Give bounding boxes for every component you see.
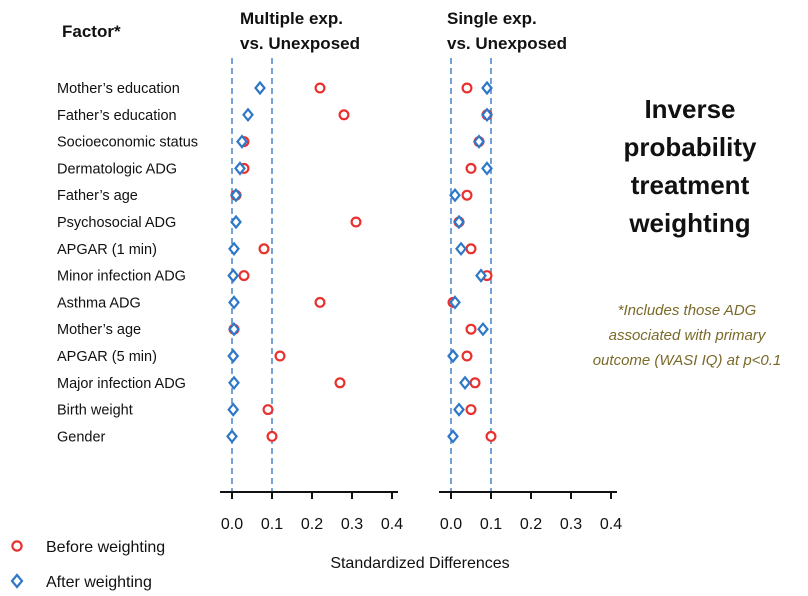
factor-label: Gender	[57, 429, 106, 445]
before-weighting-point	[334, 377, 346, 389]
before-weighting-point	[461, 82, 473, 94]
before-weighting-point	[314, 82, 326, 94]
after-weighting-point	[230, 187, 242, 203]
before-weighting-point	[465, 162, 477, 174]
factor-label: APGAR (1 min)	[57, 242, 157, 258]
after-weighting-point	[449, 187, 461, 203]
after-weighting-point	[227, 268, 240, 283]
after-weighting-point	[453, 402, 465, 417]
before-weighting-point	[314, 296, 326, 308]
factor-label: Mother’s age	[57, 322, 141, 338]
side-title-line3: treatment	[631, 170, 750, 200]
before-weighting-point	[274, 350, 286, 362]
footnote-line1: *Includes those ADG	[618, 302, 757, 319]
x-axis-label: Standardized Differences	[330, 555, 509, 572]
after-weighting-point	[475, 268, 487, 283]
x-tick-label: 0.0	[221, 516, 243, 533]
after-weighting-point	[228, 321, 240, 337]
panel2-title-line1: Single exp.	[447, 9, 537, 28]
side-title-line1: Inverse	[644, 94, 735, 124]
after-weighting-point	[226, 429, 238, 444]
x-tick-label: 0.4	[381, 516, 403, 533]
after-weighting-point	[242, 107, 254, 123]
after-weighting-point	[227, 348, 240, 364]
legend-after-marker	[10, 573, 24, 589]
panel-1: 0.0 0.1 0.2 0.3 0.4	[220, 58, 403, 533]
after-weighting-point	[230, 214, 242, 230]
factor-label: Mother’s education	[57, 81, 180, 97]
x-tick-label: 0.4	[600, 516, 622, 533]
factor-label: Minor infection ADG	[57, 269, 186, 285]
legend-before-label: Before weighting	[46, 539, 165, 556]
after-weighting-point	[254, 80, 266, 96]
plot-panels: 0.0 0.1 0.2 0.3 0.4 0.0 0.1 0.2 0.3 0.4	[220, 58, 622, 533]
after-weighting-point	[228, 295, 240, 310]
before-weighting-point	[258, 243, 270, 255]
legend: Before weighting After weighting	[10, 539, 165, 591]
x-tick-label: 0.2	[301, 516, 323, 533]
after-weighting-point	[228, 241, 240, 257]
panel2-title-line2: vs. Unexposed	[447, 34, 567, 53]
after-weighting-point	[477, 321, 489, 337]
factor-label: Socioeconomic status	[57, 135, 198, 151]
after-weighting-point	[234, 161, 246, 176]
legend-before-marker	[11, 540, 23, 552]
factor-label: Dermatologic ADG	[57, 161, 177, 177]
factor-label: Father’s age	[57, 188, 138, 204]
before-weighting-point	[465, 243, 477, 255]
x-tick-label: 0.3	[560, 516, 582, 533]
footnote-line3: outcome (WASI IQ) at p<0.1	[593, 352, 782, 369]
before-weighting-point	[485, 430, 497, 442]
before-weighting-point	[461, 350, 473, 362]
panel-2: 0.0 0.1 0.2 0.3 0.4	[439, 58, 622, 533]
factor-label: Birth weight	[57, 403, 133, 419]
factor-label: APGAR (5 min)	[57, 349, 157, 365]
before-weighting-point	[350, 216, 362, 228]
before-weighting-point	[262, 404, 274, 416]
after-weighting-point	[228, 375, 240, 391]
after-weighting-point	[481, 107, 493, 123]
side-title-line2: probability	[624, 132, 757, 162]
panel1-title-line2: vs. Unexposed	[240, 34, 360, 53]
legend-after-label: After weighting	[46, 574, 152, 591]
after-weighting-point	[447, 429, 459, 444]
after-weighting-point	[459, 375, 471, 391]
before-weighting-point	[461, 189, 473, 201]
factor-label: Psychosocial ADG	[57, 215, 176, 231]
after-weighting-point	[449, 295, 461, 310]
before-weighting-point	[469, 377, 481, 389]
x-tick-label: 0.1	[480, 516, 502, 533]
after-weighting-point	[481, 80, 493, 96]
x-tick-label: 0.1	[261, 516, 283, 533]
after-weighting-point	[481, 161, 493, 176]
x-tick-label: 0.0	[440, 516, 462, 533]
before-weighting-point	[338, 109, 350, 121]
after-weighting-point	[447, 348, 459, 364]
after-weighting-point	[473, 134, 485, 149]
after-weighting-point	[453, 214, 465, 230]
before-weighting-point	[238, 270, 250, 282]
after-weighting-point	[227, 402, 240, 417]
footnote-line2: associated with primary	[609, 327, 767, 344]
before-weighting-point	[465, 404, 477, 416]
side-title-line4: weighting	[628, 208, 750, 238]
factor-labels: Mother’s education Father’s education Soci…	[57, 81, 198, 445]
factor-header: Factor*	[62, 22, 121, 41]
factor-label: Major infection ADG	[57, 376, 186, 392]
x-tick-label: 0.2	[520, 516, 542, 533]
before-weighting-point	[465, 323, 477, 335]
panel1-title-line1: Multiple exp.	[240, 9, 343, 28]
x-tick-label: 0.3	[341, 516, 363, 533]
factor-label: Asthma ADG	[57, 295, 141, 311]
before-weighting-point	[266, 430, 278, 442]
after-weighting-point	[455, 241, 467, 257]
factor-label: Father’s education	[57, 108, 177, 124]
after-weighting-point	[236, 134, 248, 149]
